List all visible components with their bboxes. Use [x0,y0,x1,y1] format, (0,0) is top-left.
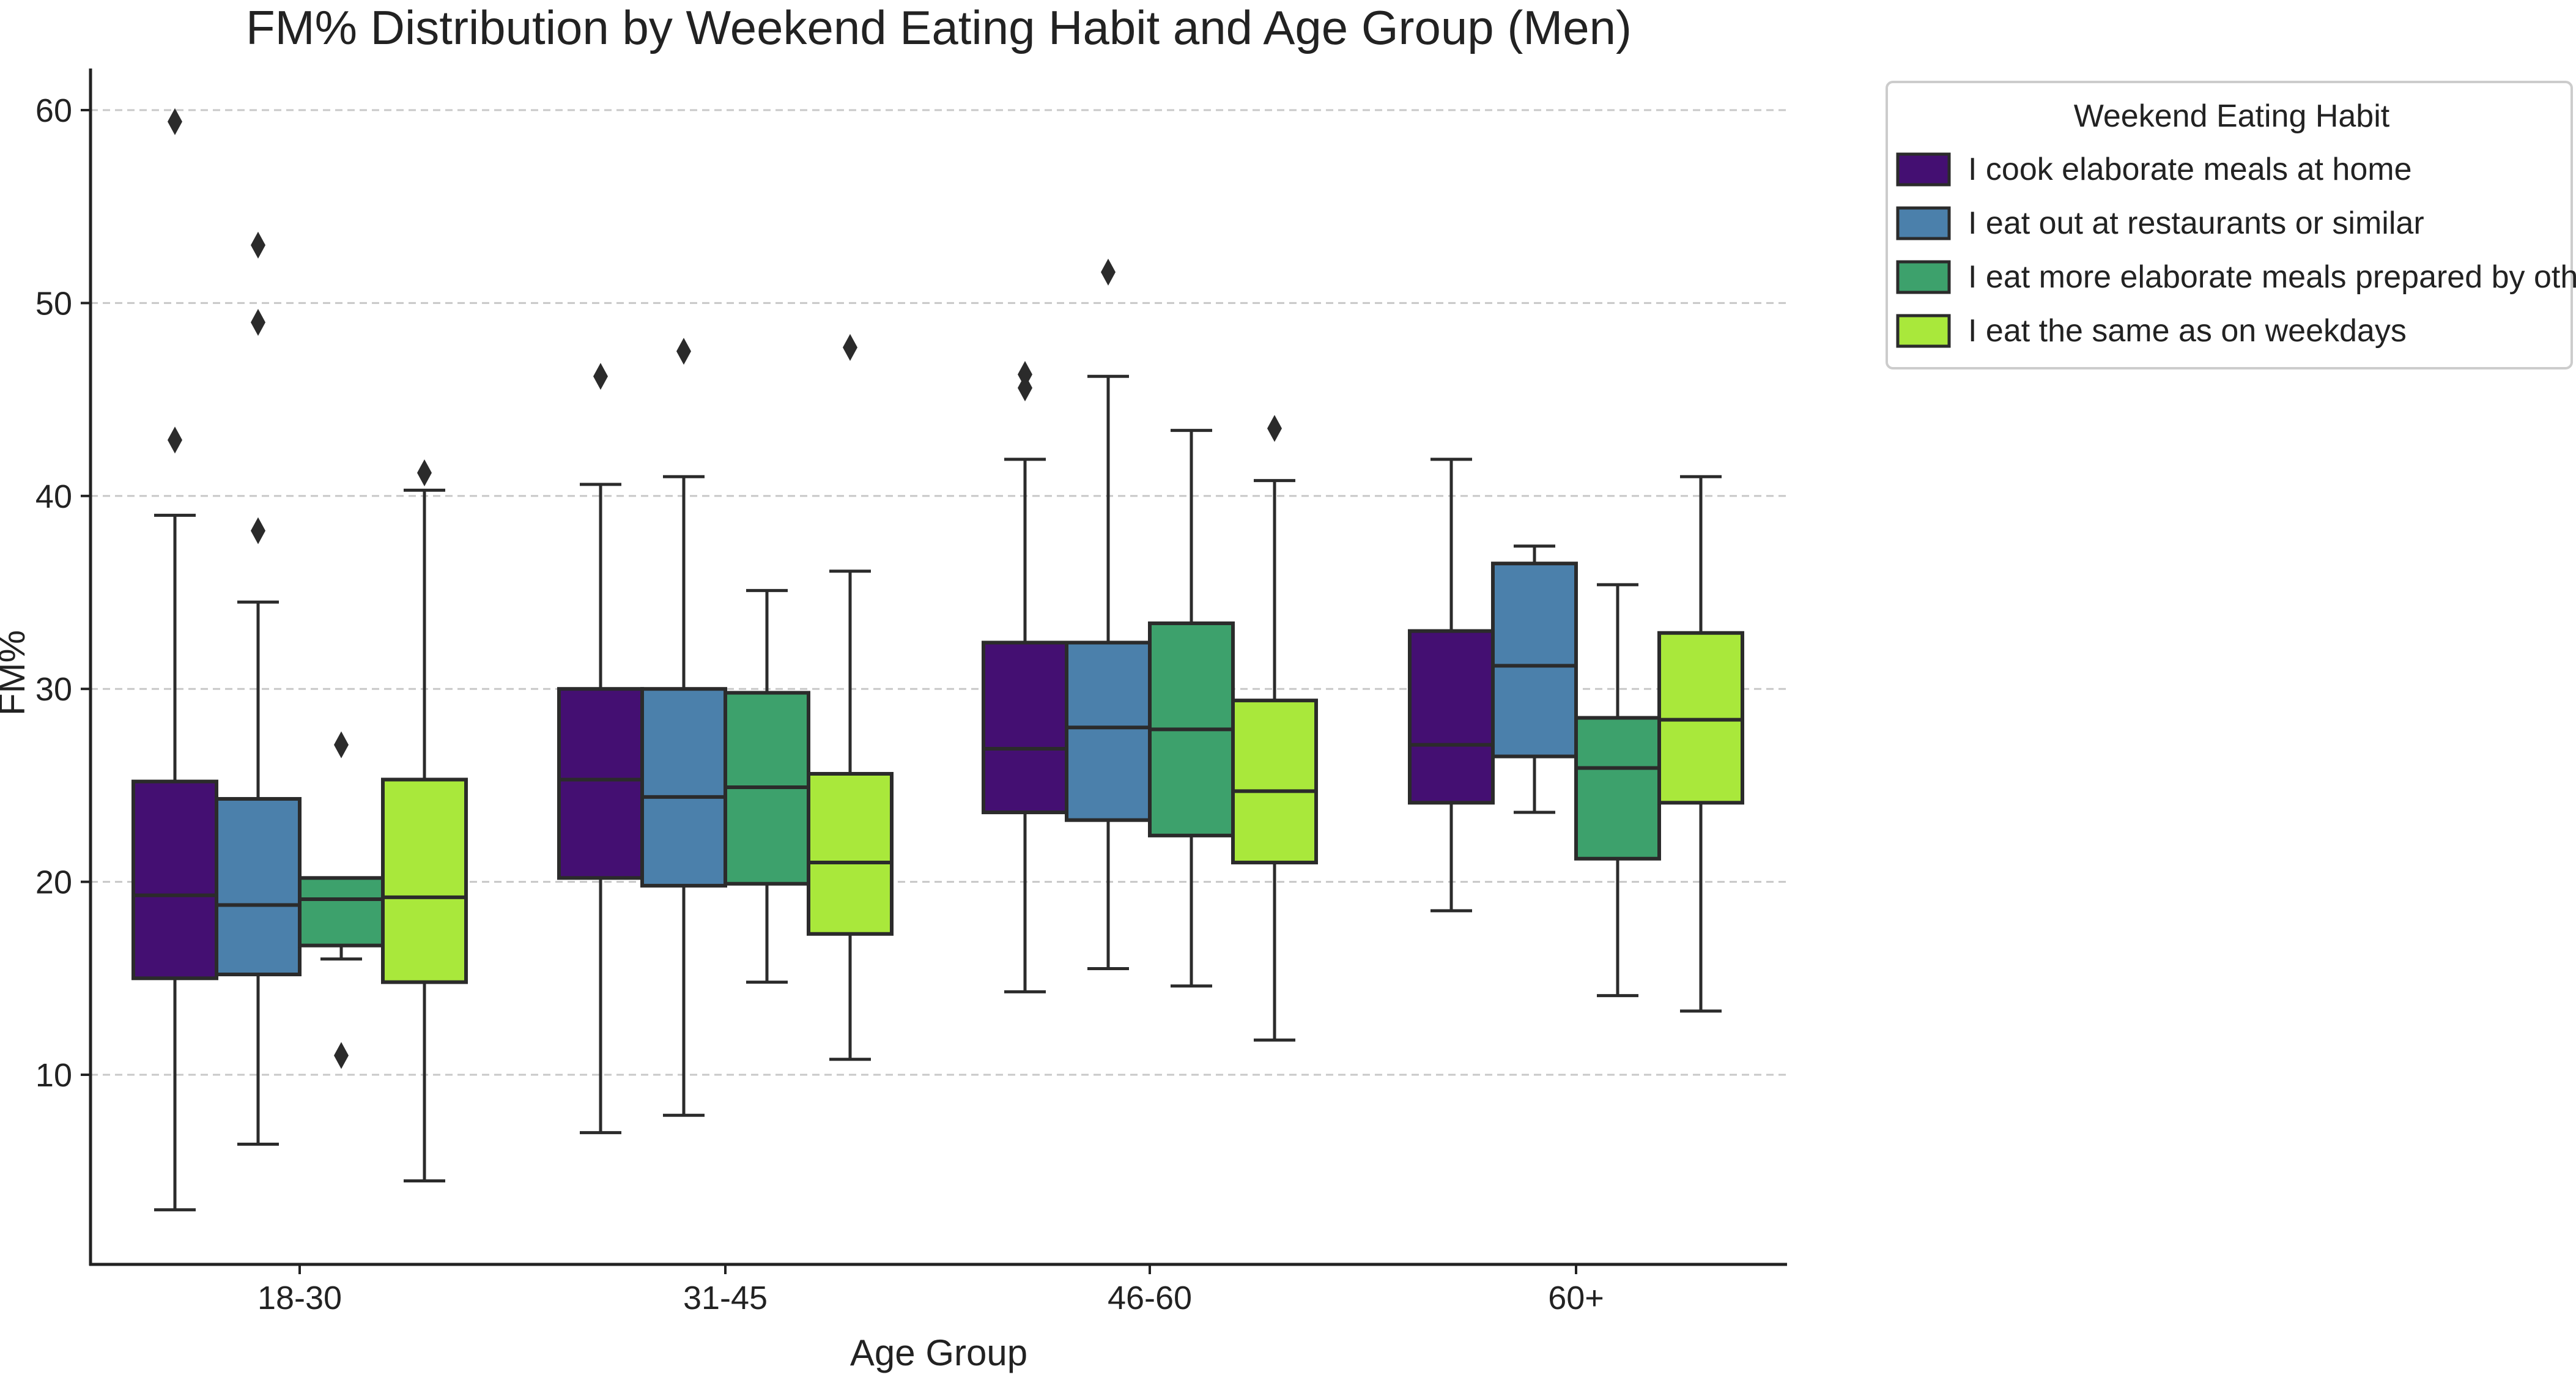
flier-point [843,333,857,361]
iqr-box [807,771,894,936]
flier-point [251,308,265,336]
box-46-60-series-1 [1065,258,1152,971]
legend-swatch-3 [1896,314,1951,348]
iqr-box [557,687,644,880]
legend-title: Weekend Eating Habit [2074,98,2390,134]
legend: Weekend Eating Habit I cook elaborate me… [1886,81,2576,369]
iqr-box [381,777,468,984]
flier-point [676,338,691,365]
flier-point [168,108,182,135]
flier-point [1101,258,1116,286]
x-tick-label-46-60: 46-60 [1108,1280,1192,1316]
box-46-60-series-2 [1148,429,1235,988]
box-31-45-series-0 [557,363,644,1135]
box-31-45-series-1 [640,338,727,1117]
flier-point [593,363,608,390]
chart-title: FM% Distribution by Weekend Eating Habit… [246,1,1632,54]
flier-point [334,731,349,759]
box-60+-series-0 [1408,458,1495,913]
flier-point [251,231,265,259]
iqr-box [1231,699,1318,865]
iqr-box [1574,716,1661,861]
box-18-30-series-3 [381,459,468,1182]
flier-point [1267,415,1282,442]
box-31-45-series-3 [807,333,894,1061]
box-60+-series-2 [1574,583,1661,998]
iqr-box [1408,629,1495,805]
x-tick-label-18-30: 18-30 [257,1280,342,1316]
iqr-box [982,640,1068,815]
legend-frame [1886,81,2573,369]
x-tick-label-60+: 60+ [1548,1280,1604,1316]
iqr-box [298,876,385,948]
iqr-box [1657,631,1744,805]
legend-label-3: I eat the same as on weekdays [1968,313,2407,349]
y-tick-label-40: 40 [35,478,72,515]
iqr-box [131,779,218,981]
box-60+-series-1 [1491,544,1578,814]
box-18-30-series-1 [215,231,302,1146]
iqr-box [1065,640,1152,822]
box-18-30-series-0 [131,108,218,1212]
flier-point [417,459,432,486]
legend-label-1: I eat out at restaurants or similar [1968,206,2424,241]
legend-swatch-0 [1896,152,1951,187]
box-60+-series-3 [1657,475,1744,1013]
legend-swatch-1 [1896,206,1951,240]
box-31-45-series-2 [724,588,810,984]
y-tick-label-60: 60 [35,92,72,129]
iqr-box [1491,562,1578,759]
flier-point [251,517,265,544]
flier-point [168,426,182,454]
y-tick-label-10: 10 [35,1057,72,1094]
box-plots [131,108,1744,1212]
legend-swatch-2 [1896,260,1951,294]
axes [89,69,1787,1266]
box-46-60-series-3 [1231,415,1318,1042]
y-axis-label: FM% [0,630,32,716]
ticks: 10 20 30 40 50 60 18-30 31-45 46-60 60+ [35,92,1604,1316]
flier-point [1018,361,1032,388]
legend-label-2: I eat more elaborate meals prepared by o… [1968,259,2576,295]
flier-point [334,1042,349,1069]
iqr-box [215,796,302,976]
iqr-box [640,687,727,888]
y-tick-label-30: 30 [35,671,72,708]
x-axis-label: Age Group [850,1332,1027,1373]
box-46-60-series-0 [982,361,1068,993]
y-tick-label-20: 20 [35,864,72,901]
box-18-30-series-2 [298,731,385,1069]
y-tick-label-50: 50 [35,285,72,322]
flier-point [1018,374,1032,402]
legend-label-0: I cook elaborate meals at home [1968,152,2412,187]
x-tick-label-31-45: 31-45 [683,1280,768,1316]
